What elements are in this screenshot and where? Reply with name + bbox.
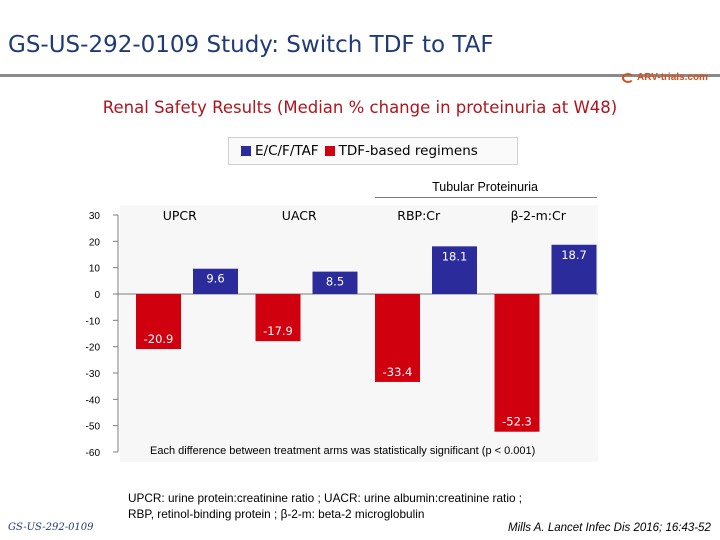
bar: [312, 271, 358, 294]
title-divider: [0, 74, 720, 77]
data-label: -52.3: [502, 415, 532, 429]
bar: [193, 268, 238, 294]
chart-legend: E/C/F/TAF TDF-based regimens: [228, 137, 518, 165]
bar: [375, 294, 420, 382]
y-tick-label: -40: [86, 395, 101, 406]
data-label: 18.7: [561, 248, 587, 262]
y-tick-label: 0: [94, 290, 100, 301]
y-tick-label: -20: [86, 343, 101, 354]
y-tick-label: 20: [89, 237, 101, 248]
y-tick-label: -60: [86, 448, 101, 459]
category-label: UPCR: [163, 208, 197, 223]
abbreviation-definitions: UPCR: urine protein:creatinine ratio ; U…: [128, 490, 648, 522]
legend-swatch-taf: [241, 146, 251, 156]
brand-logo[interactable]: ARV-trials.com: [622, 72, 708, 83]
citation: Mills A. Lancet Infec Dis 2016; 16:43-52: [508, 522, 711, 534]
bar: [494, 294, 540, 432]
logo-icon: [622, 72, 634, 83]
tubular-group-rule: [375, 197, 597, 198]
bar: [551, 244, 597, 294]
category-label: β-2-m:Cr: [511, 208, 567, 223]
data-label: 8.5: [326, 275, 344, 289]
chart-subtitle: Renal Safety Results (Median % change in…: [102, 98, 618, 117]
legend-item-taf: E/C/F/TAF: [241, 143, 319, 159]
definitions-line-2: RBP, retinol-binding protein ; β-2-m: be…: [128, 507, 425, 521]
legend-label-tdf: TDF-based regimens: [338, 143, 478, 159]
legend-label-taf: E/C/F/TAF: [255, 143, 319, 159]
legend-item-tdf: TDF-based regimens: [324, 143, 478, 159]
bar: [432, 246, 477, 294]
data-label: 9.6: [206, 272, 224, 286]
y-tick-label: 30: [89, 211, 101, 222]
y-tick-label: -30: [86, 369, 101, 380]
bar: [255, 294, 301, 342]
data-label: -33.4: [383, 365, 413, 379]
tubular-group-header: Tubular Proteinuria: [432, 180, 538, 194]
y-tick-label: 10: [89, 264, 101, 275]
page-title: GS-US-292-0109 Study: Switch TDF to TAF: [8, 32, 494, 58]
definitions-line-1: UPCR: urine protein:creatinine ratio ; U…: [128, 491, 523, 505]
data-label: -17.9: [263, 324, 293, 338]
legend-swatch-tdf: [324, 146, 335, 156]
data-label: -20.9: [144, 332, 174, 346]
category-label: UACR: [282, 208, 317, 223]
y-tick-label: -10: [86, 316, 101, 327]
significance-note: Each difference between treatment arms w…: [150, 445, 536, 457]
y-tick-label: -50: [86, 422, 101, 433]
data-label: 18.1: [442, 249, 468, 263]
bar: [136, 294, 181, 350]
logo-text: ARV-trials.com: [637, 72, 708, 83]
category-label: RBP:Cr: [397, 208, 441, 223]
study-tag: GS-US-292-0109: [8, 522, 94, 533]
